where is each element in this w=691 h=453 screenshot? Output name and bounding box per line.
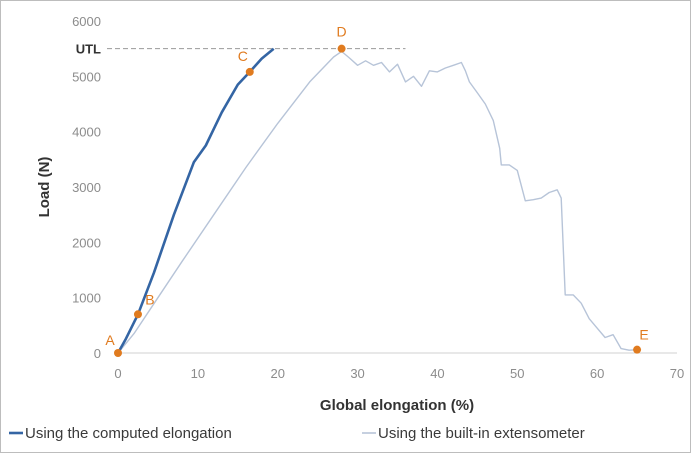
y-axis-title: Load (N) [36, 157, 53, 218]
x-tick-label: 30 [350, 366, 364, 381]
x-tick-label: 0 [114, 366, 121, 381]
point-d-marker [337, 44, 346, 53]
key-points: A B C D E [105, 24, 649, 357]
point-b-marker [133, 310, 142, 319]
series-built-in-extensometer-line [117, 50, 638, 354]
y-tick-label: 0 [94, 346, 101, 361]
y-tick-label: 3000 [72, 180, 101, 195]
series-layer [116, 47, 638, 354]
legend-label-2: Using the built-in extensometer [378, 425, 585, 442]
series-computed-elongation-line [116, 47, 275, 354]
y-tick-label: 4000 [72, 125, 101, 140]
x-tick-label: 60 [590, 366, 604, 381]
x-tick-label: 70 [670, 366, 684, 381]
x-tick-label: 40 [430, 366, 444, 381]
point-d-label: D [337, 24, 347, 40]
point-a-marker [114, 349, 122, 357]
point-c-label: C [238, 48, 248, 64]
utl-label: UTL [76, 42, 101, 57]
y-tick-label: 6000 [72, 14, 101, 29]
y-tick-label: 2000 [72, 235, 101, 250]
y-axis-ticks: 0 1000 2000 3000 4000 5000 6000 [72, 14, 101, 361]
y-tick-label: 1000 [72, 291, 101, 306]
y-tick-label: 5000 [72, 69, 101, 84]
point-c-marker [245, 67, 254, 76]
point-a-label: A [105, 332, 115, 348]
x-axis-ticks: 0 10 20 30 40 50 60 70 [114, 366, 684, 381]
x-tick-label: 50 [510, 366, 524, 381]
point-e-marker [633, 345, 642, 354]
x-axis-title: Global elongation (%) [320, 397, 474, 414]
legend-label-1: Using the computed elongation [25, 425, 232, 442]
x-tick-label: 10 [191, 366, 205, 381]
x-tick-label: 20 [270, 366, 284, 381]
point-b-label: B [145, 291, 154, 307]
point-e-label: E [639, 327, 648, 343]
legend: Using the computed elongation Using the b… [9, 425, 585, 442]
